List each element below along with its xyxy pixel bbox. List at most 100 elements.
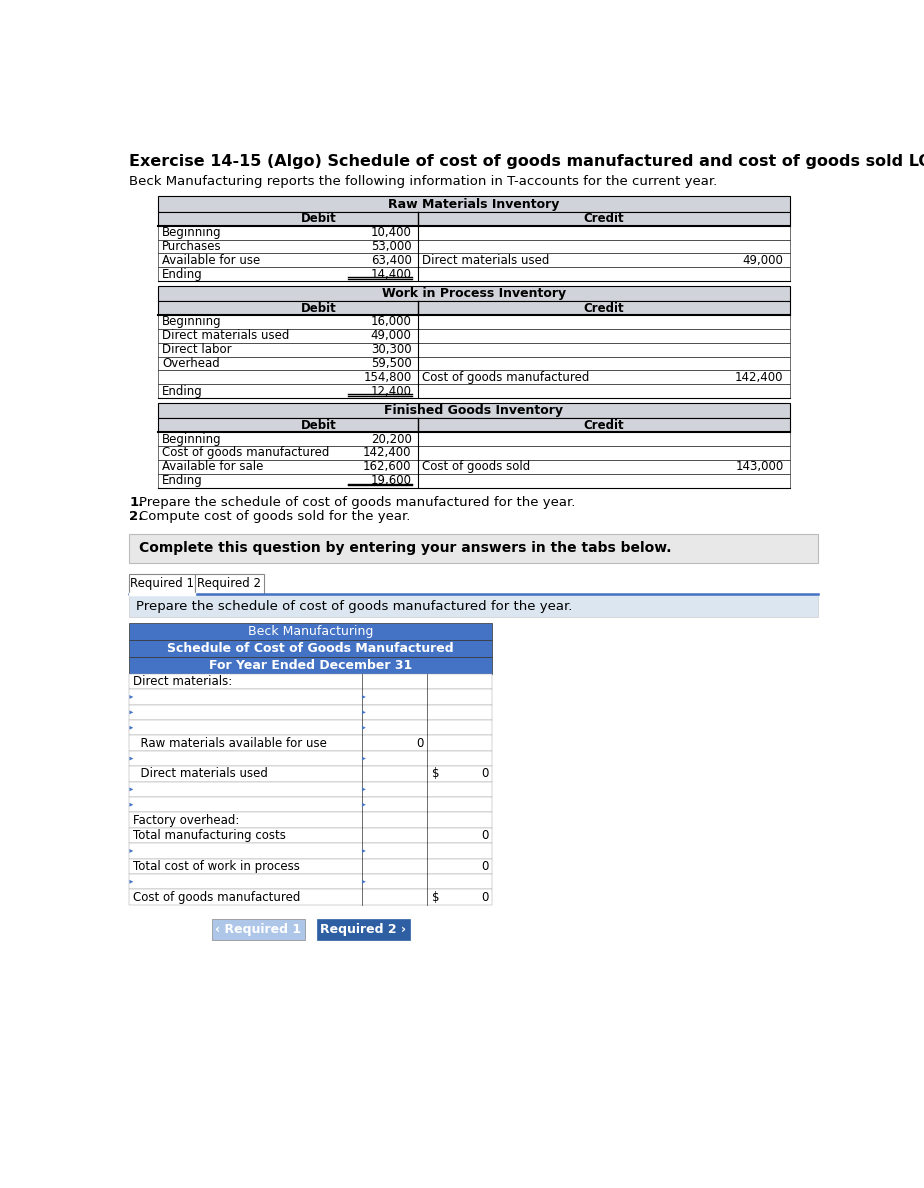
Text: 59,500: 59,500 (371, 358, 411, 369)
Text: Credit: Credit (583, 213, 624, 226)
Text: Purchases: Purchases (162, 240, 222, 253)
Text: Raw materials available for use: Raw materials available for use (133, 737, 327, 750)
Text: Overhead: Overhead (162, 358, 220, 369)
Text: 154,800: 154,800 (363, 371, 411, 384)
Bar (158, 474, 790, 487)
Bar (129, 623, 492, 640)
Bar (129, 782, 492, 797)
Text: Beck Manufacturing: Beck Manufacturing (249, 625, 373, 638)
Bar (129, 735, 492, 751)
Text: 1.: 1. (129, 497, 144, 510)
Bar (129, 751, 492, 766)
Text: Debit: Debit (301, 418, 337, 431)
Polygon shape (129, 726, 133, 729)
Text: Factory overhead:: Factory overhead: (133, 814, 239, 827)
Text: Prepare the schedule of cost of goods manufactured for the year.: Prepare the schedule of cost of goods ma… (139, 497, 575, 510)
Text: 14,400: 14,400 (371, 267, 411, 280)
Text: Direct materials used: Direct materials used (133, 767, 268, 781)
Bar (158, 240, 790, 253)
Bar (158, 432, 790, 446)
Bar (158, 460, 790, 474)
Text: Finished Goods Inventory: Finished Goods Inventory (384, 404, 564, 417)
Bar (129, 574, 195, 594)
Text: Direct materials:: Direct materials: (133, 675, 233, 688)
Text: Beginning: Beginning (162, 226, 222, 239)
Bar (129, 689, 492, 704)
Text: Direct materials used: Direct materials used (162, 329, 289, 342)
Text: Ending: Ending (162, 267, 202, 280)
Polygon shape (362, 880, 366, 884)
Text: Direct labor: Direct labor (162, 343, 232, 356)
Text: Beginning: Beginning (162, 432, 222, 446)
Bar (129, 859, 492, 874)
Bar (129, 890, 492, 905)
Polygon shape (362, 757, 366, 760)
Text: 0: 0 (480, 860, 488, 873)
Polygon shape (129, 880, 133, 884)
Bar (158, 356, 790, 371)
Text: 142,400: 142,400 (363, 447, 411, 460)
Text: Debit: Debit (301, 213, 337, 226)
Text: 0: 0 (480, 891, 488, 904)
Polygon shape (129, 788, 133, 791)
Text: 12,400: 12,400 (371, 385, 411, 398)
Bar (317, 918, 410, 940)
Bar (129, 797, 492, 813)
Text: Available for sale: Available for sale (162, 460, 263, 473)
Text: Direct materials used: Direct materials used (421, 254, 549, 267)
Text: Required 1: Required 1 (130, 577, 194, 590)
Polygon shape (129, 695, 133, 699)
Bar (158, 226, 790, 240)
Bar (158, 329, 790, 343)
Text: Complete this question by entering your answers in the tabs below.: Complete this question by entering your … (139, 542, 671, 555)
Text: Compute cost of goods sold for the year.: Compute cost of goods sold for the year. (139, 511, 410, 523)
Bar (129, 766, 492, 782)
Polygon shape (362, 710, 366, 714)
Text: 0: 0 (480, 767, 488, 781)
Bar (129, 704, 492, 720)
Text: Cost of goods manufactured: Cost of goods manufactured (133, 891, 300, 904)
Bar (212, 918, 305, 940)
Polygon shape (362, 803, 366, 807)
Text: Prepare the schedule of cost of goods manufactured for the year.: Prepare the schedule of cost of goods ma… (136, 600, 572, 613)
Text: Beck Manufacturing reports the following information in T-accounts for the curre: Beck Manufacturing reports the following… (129, 175, 718, 188)
Bar (158, 302, 790, 315)
Text: 0: 0 (480, 829, 488, 842)
Bar (129, 843, 492, 859)
Bar (158, 385, 790, 398)
Text: Raw Materials Inventory: Raw Materials Inventory (388, 197, 560, 210)
Polygon shape (362, 849, 366, 853)
Bar (129, 640, 492, 657)
Bar (158, 403, 790, 418)
Text: Credit: Credit (583, 302, 624, 315)
Bar (158, 418, 790, 432)
Text: 162,600: 162,600 (363, 460, 411, 473)
Text: Schedule of Cost of Goods Manufactured: Schedule of Cost of Goods Manufactured (167, 642, 454, 655)
Bar (129, 674, 492, 689)
Polygon shape (362, 788, 366, 791)
Text: 30,300: 30,300 (371, 343, 411, 356)
Text: 49,000: 49,000 (743, 254, 784, 267)
Bar (129, 874, 492, 890)
Text: Ending: Ending (162, 385, 202, 398)
Text: 19,600: 19,600 (371, 474, 411, 487)
Text: Ending: Ending (162, 474, 202, 487)
Bar (158, 343, 790, 356)
Text: Available for use: Available for use (162, 254, 261, 267)
Bar (158, 196, 790, 211)
Text: Cost of goods manufactured: Cost of goods manufactured (162, 447, 329, 460)
Bar (158, 446, 790, 460)
Polygon shape (362, 726, 366, 729)
Bar (158, 286, 790, 302)
Text: $: $ (432, 767, 439, 781)
Bar (158, 267, 790, 282)
Text: 2.: 2. (129, 511, 144, 523)
Bar (129, 595, 818, 617)
Bar (129, 533, 818, 563)
Text: 49,000: 49,000 (371, 329, 411, 342)
Text: Work in Process Inventory: Work in Process Inventory (382, 287, 566, 301)
Text: 63,400: 63,400 (371, 254, 411, 267)
Text: 0: 0 (416, 737, 423, 750)
Text: For Year Ended December 31: For Year Ended December 31 (209, 659, 412, 672)
Text: Required 2: Required 2 (198, 577, 261, 590)
